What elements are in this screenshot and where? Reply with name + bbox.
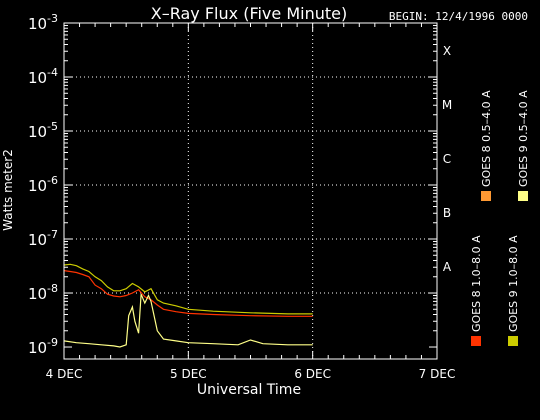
x-tick-label: 6 DEC <box>294 367 331 381</box>
chart-title: X–Ray Flux (Five Minute) <box>151 4 347 23</box>
legend-label: GOES 8 0.5–4.0 A <box>480 90 493 187</box>
x-tick-label: 5 DEC <box>170 367 207 381</box>
flare-class-label: B <box>443 206 451 220</box>
legend-label: GOES 9 0.5–4.0 A <box>517 90 530 187</box>
x-tick-label: 7 DEC <box>419 367 456 381</box>
y-tick-label: 10-9 <box>28 336 58 357</box>
legend-label: GOES 9 1.0–8.0 A <box>507 235 520 332</box>
series-line-1 <box>63 263 313 315</box>
x-axis-label: Universal Time <box>197 382 301 398</box>
x-tick-label: 4 DEC <box>46 367 83 381</box>
y-tick-label: 10-3 <box>28 12 58 33</box>
plot-frame <box>63 22 438 360</box>
y-tick-label: 10-4 <box>28 66 58 87</box>
y-tick-label: 10-8 <box>28 282 58 303</box>
y-tick-label: 10-5 <box>28 120 58 141</box>
axes: 10-9 10-8 10-7 10-6 10-5 10-4 10-3 A B C M X 4 DEC 5 … <box>28 12 455 381</box>
legend-swatch <box>508 336 518 346</box>
legend-swatch <box>481 191 491 201</box>
legend-swatch <box>518 191 528 201</box>
data-series <box>63 263 313 348</box>
legend: GOES 8 1.0–8.0 A GOES 8 0.5–4.0 A GOES 9 1… <box>470 90 530 346</box>
legend-label: GOES 8 1.0–8.0 A <box>470 235 483 332</box>
y-tick-label: 10-7 <box>28 228 58 249</box>
flare-class-label: C <box>443 152 451 166</box>
begin-label: BEGIN: 12/4/1996 0000 <box>389 10 528 23</box>
flare-class-label: X <box>443 44 451 58</box>
y-tick-label: 10-6 <box>28 174 58 195</box>
legend-swatch <box>471 336 481 346</box>
series-line-0 <box>63 270 313 317</box>
y-axis-label: Watts meter2 <box>1 149 15 231</box>
flare-class-label: M <box>442 98 452 112</box>
grid-lines <box>64 23 437 359</box>
flare-class-label: A <box>443 260 452 274</box>
series-line-2 <box>63 293 313 348</box>
